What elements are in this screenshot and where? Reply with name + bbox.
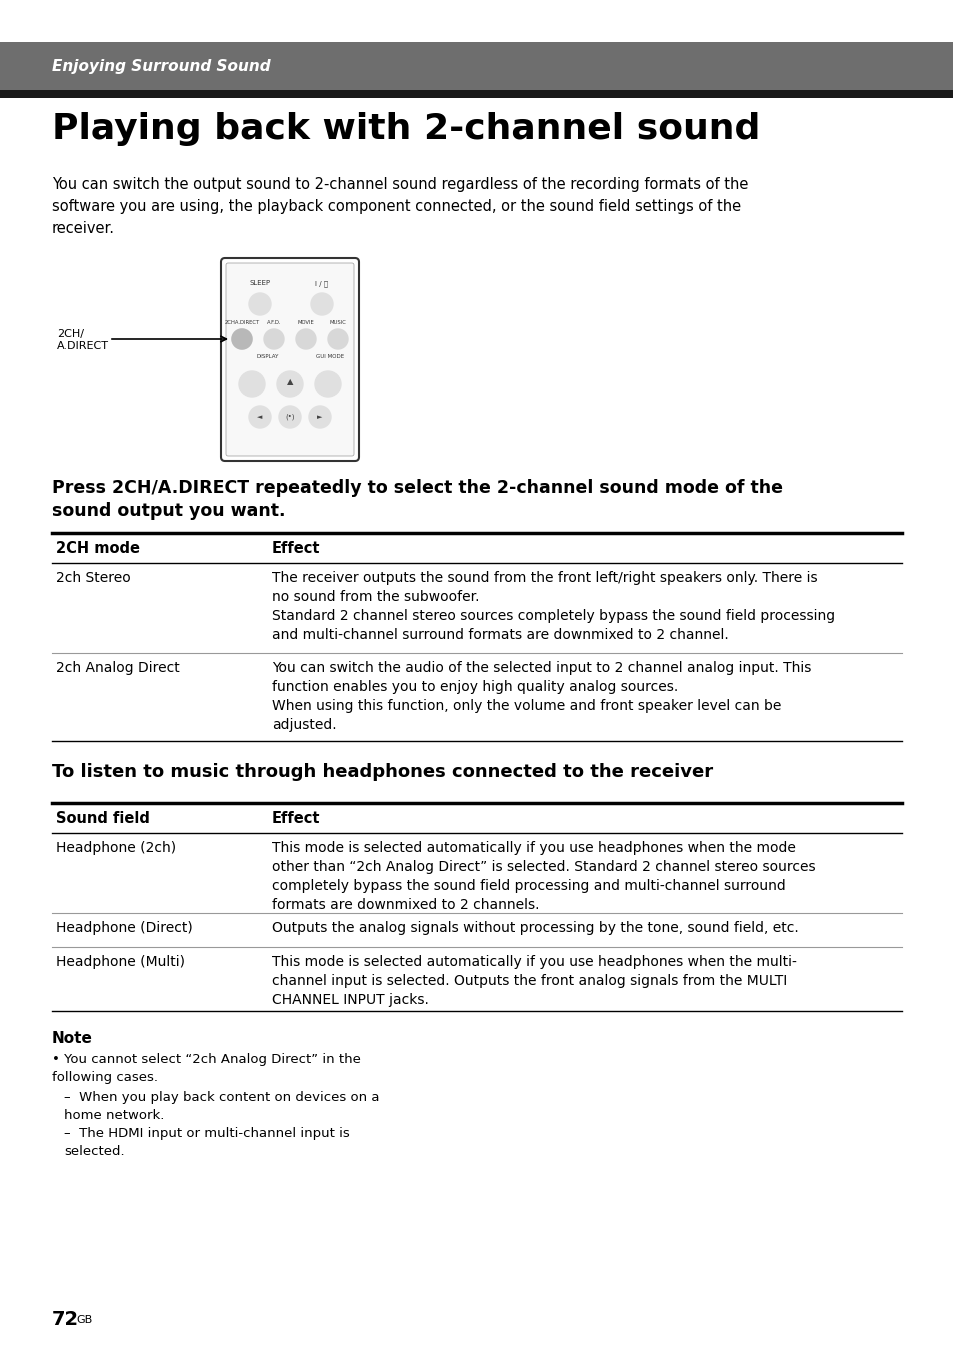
FancyBboxPatch shape [221,258,358,461]
Text: You can switch the output sound to 2-channel sound regardless of the recording f: You can switch the output sound to 2-cha… [52,177,747,237]
Circle shape [264,329,284,349]
Text: DISPLAY: DISPLAY [256,354,279,360]
Bar [0,42,953,91]
Text: MUSIC: MUSIC [329,320,346,324]
FancyBboxPatch shape [226,264,354,456]
Circle shape [311,293,333,315]
Circle shape [239,370,265,397]
Text: GB: GB [76,1315,92,1325]
Text: Headphone (Multi): Headphone (Multi) [56,955,185,969]
Text: Enjoying Surround Sound: Enjoying Surround Sound [52,58,271,73]
Text: Playing back with 2-channel sound: Playing back with 2-channel sound [52,112,760,146]
Circle shape [249,293,271,315]
Text: Press 2CH/A.DIRECT repeatedly to select the 2-channel sound mode of the
sound ou: Press 2CH/A.DIRECT repeatedly to select … [52,479,782,521]
Text: 2ch Analog Direct: 2ch Analog Direct [56,661,179,675]
Text: ▲: ▲ [287,377,293,387]
Circle shape [232,329,252,349]
Circle shape [309,406,331,429]
Text: 72: 72 [52,1310,79,1329]
Text: 2ch Stereo: 2ch Stereo [56,571,131,585]
Text: MOVIE: MOVIE [297,320,314,324]
Text: Sound field: Sound field [56,811,150,826]
Text: 2CH/: 2CH/ [57,329,84,339]
Text: –  When you play back content on devices on a
home network.: – When you play back content on devices … [64,1091,379,1122]
Circle shape [328,329,348,349]
Text: Headphone (2ch): Headphone (2ch) [56,841,176,854]
Text: ◄: ◄ [257,414,262,420]
Text: Outputs the analog signals without processing by the tone, sound field, etc.: Outputs the analog signals without proce… [272,921,798,936]
Text: Effect: Effect [272,541,320,556]
Text: GUI MODE: GUI MODE [315,354,344,360]
Text: To listen to music through headphones connected to the receiver: To listen to music through headphones co… [52,763,713,781]
Text: • You cannot select “2ch Analog Direct” in the
following cases.: • You cannot select “2ch Analog Direct” … [52,1053,360,1084]
Circle shape [314,370,340,397]
Bar [0,91,953,97]
Text: The receiver outputs the sound from the front left/right speakers only. There is: The receiver outputs the sound from the … [272,571,834,642]
Circle shape [295,329,315,349]
Circle shape [232,329,252,349]
Text: I / ⏻: I / ⏻ [315,280,328,287]
Text: ►: ► [317,414,322,420]
Text: Note: Note [52,1032,92,1046]
Text: Effect: Effect [272,811,320,826]
Circle shape [276,370,303,397]
Text: 2CHA.DIRECT: 2CHA.DIRECT [224,320,259,324]
Text: Headphone (Direct): Headphone (Direct) [56,921,193,936]
Text: 2CH mode: 2CH mode [56,541,140,556]
Text: This mode is selected automatically if you use headphones when the multi-
channe: This mode is selected automatically if y… [272,955,796,1007]
Text: A.DIRECT: A.DIRECT [57,341,109,352]
Text: This mode is selected automatically if you use headphones when the mode
other th: This mode is selected automatically if y… [272,841,815,911]
Text: –  The HDMI input or multi-channel input is
selected.: – The HDMI input or multi-channel input … [64,1128,350,1159]
Text: You can switch the audio of the selected input to 2 channel analog input. This
f: You can switch the audio of the selected… [272,661,810,731]
Text: (•): (•) [285,414,294,420]
Text: A.F.D.: A.F.D. [267,320,281,324]
Text: SLEEP: SLEEP [249,280,271,287]
Circle shape [249,406,271,429]
Circle shape [278,406,301,429]
